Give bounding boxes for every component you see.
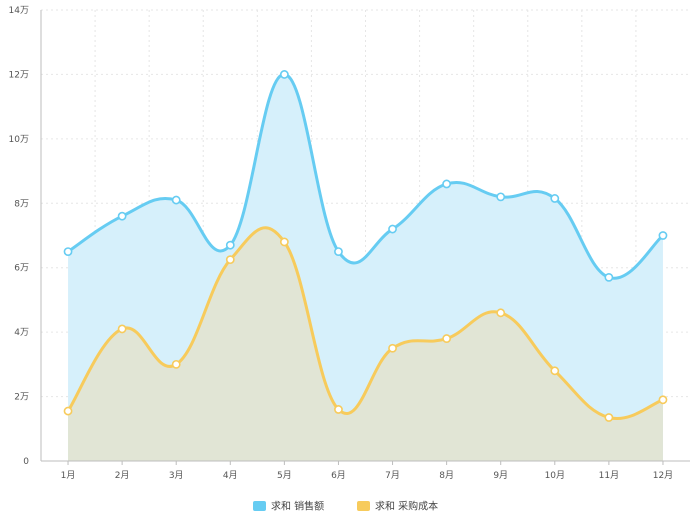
data-point[interactable] xyxy=(496,192,506,202)
legend-item[interactable]: 求和 采购成本 xyxy=(357,500,438,513)
x-tick-label: 1月 xyxy=(61,470,76,481)
y-tick-label: 14万 xyxy=(9,6,29,16)
x-tick-label: 5月 xyxy=(277,470,292,481)
x-tick-label: 9月 xyxy=(493,470,508,481)
data-point[interactable] xyxy=(442,179,452,189)
data-point[interactable] xyxy=(442,334,452,343)
data-point[interactable] xyxy=(334,247,343,257)
x-tick-label: 8月 xyxy=(439,470,454,481)
data-point[interactable] xyxy=(550,194,560,203)
y-tick-label: 8万 xyxy=(14,199,29,209)
x-tick-label: 2月 xyxy=(115,470,130,481)
x-tick-label: 3月 xyxy=(169,470,184,481)
data-point[interactable] xyxy=(388,224,397,234)
x-tick-label: 6月 xyxy=(331,470,346,481)
y-tick-label: 2万 xyxy=(14,393,29,403)
data-point[interactable] xyxy=(604,413,614,422)
data-point[interactable] xyxy=(334,405,343,414)
y-tick-label: 4万 xyxy=(14,328,29,338)
data-point[interactable] xyxy=(550,366,560,376)
data-point[interactable] xyxy=(225,255,235,265)
data-point[interactable] xyxy=(604,272,614,282)
series-points xyxy=(63,70,668,422)
legend-swatch xyxy=(253,501,266,511)
y-tick-label: 6万 xyxy=(14,264,29,274)
y-tick-label: 12万 xyxy=(9,70,29,80)
data-point[interactable] xyxy=(279,237,289,247)
legend[interactable]: 求和 销售额 求和 采购成本 xyxy=(253,500,438,513)
x-tick-label: 12月 xyxy=(653,470,673,481)
data-point[interactable] xyxy=(171,359,181,369)
legend-label: 求和 采购成本 xyxy=(375,500,438,513)
series-line-0 xyxy=(66,72,665,280)
data-point[interactable] xyxy=(658,395,668,405)
series-areas xyxy=(68,74,663,461)
axes: 0 2万 4万 6万 8万 10万 12万 14万 1月 2月 3月 4月 5月 6月 7月 8月 9月 10月 1… xyxy=(9,6,690,481)
y-tick-label: 10万 xyxy=(9,135,29,145)
data-point[interactable] xyxy=(658,231,668,240)
series-area-1 xyxy=(68,227,663,461)
x-tick-label: 7月 xyxy=(385,470,400,481)
data-point[interactable] xyxy=(63,247,73,257)
x-tick-label: 4月 xyxy=(223,470,238,481)
data-point[interactable] xyxy=(117,211,127,221)
data-point[interactable] xyxy=(63,406,73,416)
data-point[interactable] xyxy=(117,324,127,334)
legend-label: 求和 销售额 xyxy=(271,500,324,513)
legend-item[interactable]: 求和 销售额 xyxy=(253,500,324,513)
legend-swatch xyxy=(357,501,370,511)
data-point[interactable] xyxy=(496,308,506,318)
data-point[interactable] xyxy=(279,70,289,79)
x-tick-label: 11月 xyxy=(599,470,619,481)
data-point[interactable] xyxy=(388,343,397,353)
data-point[interactable] xyxy=(225,240,235,250)
data-point[interactable] xyxy=(171,195,181,205)
y-tick-label: 0 xyxy=(23,457,29,467)
x-tick-label: 10月 xyxy=(545,470,565,481)
